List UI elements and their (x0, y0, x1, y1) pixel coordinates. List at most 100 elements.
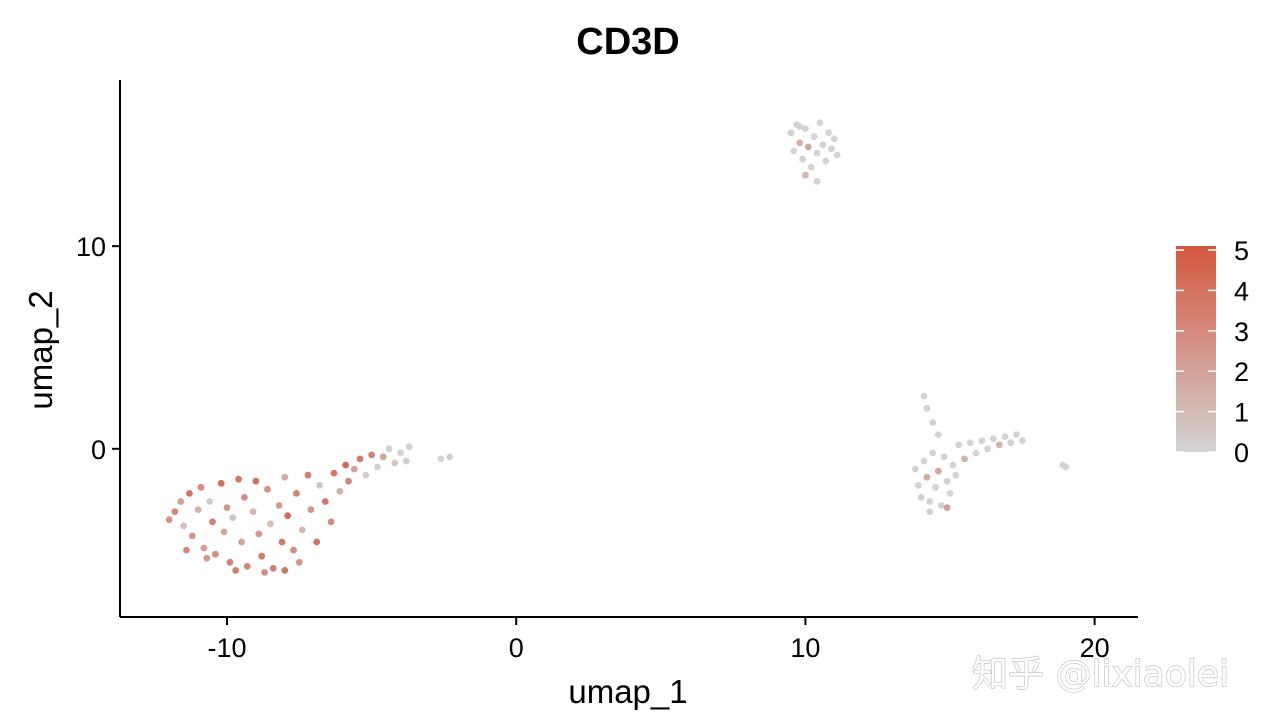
data-point (833, 151, 841, 159)
data-point (217, 479, 225, 487)
data-point (307, 506, 315, 513)
x-tick-label: 20 (1080, 633, 1110, 663)
data-point (316, 481, 323, 489)
points-layer (165, 119, 1070, 576)
data-point (330, 469, 338, 477)
data-point (226, 558, 234, 566)
data-point (995, 441, 1003, 449)
data-point (342, 461, 349, 469)
data-point (336, 488, 344, 495)
data-point (249, 508, 257, 515)
data-point (984, 445, 991, 453)
data-point (177, 498, 185, 505)
data-point (275, 502, 283, 509)
x-axis-title: umap_1 (568, 673, 687, 710)
data-point (255, 530, 263, 538)
data-point (356, 455, 364, 463)
cluster-3 (911, 392, 1070, 515)
data-point (362, 471, 370, 479)
data-point (1007, 439, 1015, 447)
data-point (295, 558, 303, 566)
y-axis-title: umap_2 (22, 290, 59, 409)
data-point (830, 135, 838, 143)
data-point (946, 490, 954, 497)
data-point (952, 471, 960, 479)
data-point (828, 145, 835, 153)
data-point (261, 569, 268, 576)
y-tick-label: 0 (91, 435, 106, 465)
data-point (220, 528, 228, 536)
x-ticks: -10 0 10 20 (207, 617, 1110, 663)
data-point (802, 171, 809, 179)
cluster-1 (165, 443, 454, 576)
data-point (990, 435, 997, 443)
data-point (209, 518, 216, 526)
data-point (278, 538, 286, 546)
data-point (446, 453, 454, 461)
y-ticks: 0 10 (76, 232, 120, 465)
data-point (345, 477, 352, 485)
data-point (822, 157, 830, 165)
data-point (203, 554, 211, 562)
data-point (368, 451, 375, 459)
data-point (935, 431, 942, 438)
data-point (978, 437, 986, 445)
watermark: 知乎 @lixiaolei (972, 654, 1229, 695)
data-point (313, 538, 321, 546)
data-point (269, 565, 277, 572)
data-point (200, 544, 208, 552)
data-point (929, 449, 937, 457)
data-point (281, 567, 289, 574)
colorbar-tick-label: 3 (1234, 317, 1249, 347)
data-point (807, 163, 815, 171)
data-point (796, 139, 803, 147)
data-point (961, 455, 968, 463)
data-point (188, 532, 196, 540)
data-point (914, 481, 922, 489)
y-tick-label: 10 (76, 232, 106, 262)
data-point (327, 518, 335, 526)
data-point (235, 475, 243, 483)
data-point (813, 149, 821, 157)
data-point (796, 123, 803, 130)
data-point (298, 526, 306, 534)
data-point (943, 504, 951, 511)
data-point (206, 498, 214, 505)
colorbar-tick-label: 5 (1234, 236, 1249, 266)
chart-title: CD3D (576, 21, 679, 63)
data-point (1001, 433, 1009, 440)
x-tick-label: 10 (790, 633, 820, 663)
data-point (804, 143, 812, 151)
data-point (790, 147, 798, 155)
data-point (923, 404, 931, 412)
data-point (397, 449, 404, 457)
data-point (171, 508, 179, 515)
data-point (264, 485, 271, 493)
colorbar (1176, 246, 1216, 452)
data-point (232, 567, 240, 574)
data-point (379, 453, 387, 461)
data-point (183, 546, 190, 554)
data-point (799, 155, 806, 163)
x-tick-label: 0 (509, 633, 524, 663)
data-point (284, 512, 292, 520)
cluster-2 (787, 119, 841, 185)
data-point (243, 562, 251, 570)
data-point (374, 463, 381, 471)
x-tick-label: -10 (207, 633, 246, 663)
data-point (920, 392, 928, 400)
data-point (165, 516, 173, 524)
data-point (816, 119, 824, 126)
data-point (966, 439, 974, 447)
colorbar-tick-label: 1 (1234, 398, 1249, 428)
colorbar-tick-label: 0 (1234, 438, 1249, 468)
data-point (920, 457, 928, 465)
data-point (819, 141, 827, 149)
data-point (911, 465, 919, 473)
data-point (304, 471, 312, 479)
data-point (267, 520, 274, 528)
data-point (258, 552, 266, 560)
data-point (940, 453, 948, 461)
colorbar-ticks: 0 1 2 3 4 5 (1176, 236, 1249, 468)
